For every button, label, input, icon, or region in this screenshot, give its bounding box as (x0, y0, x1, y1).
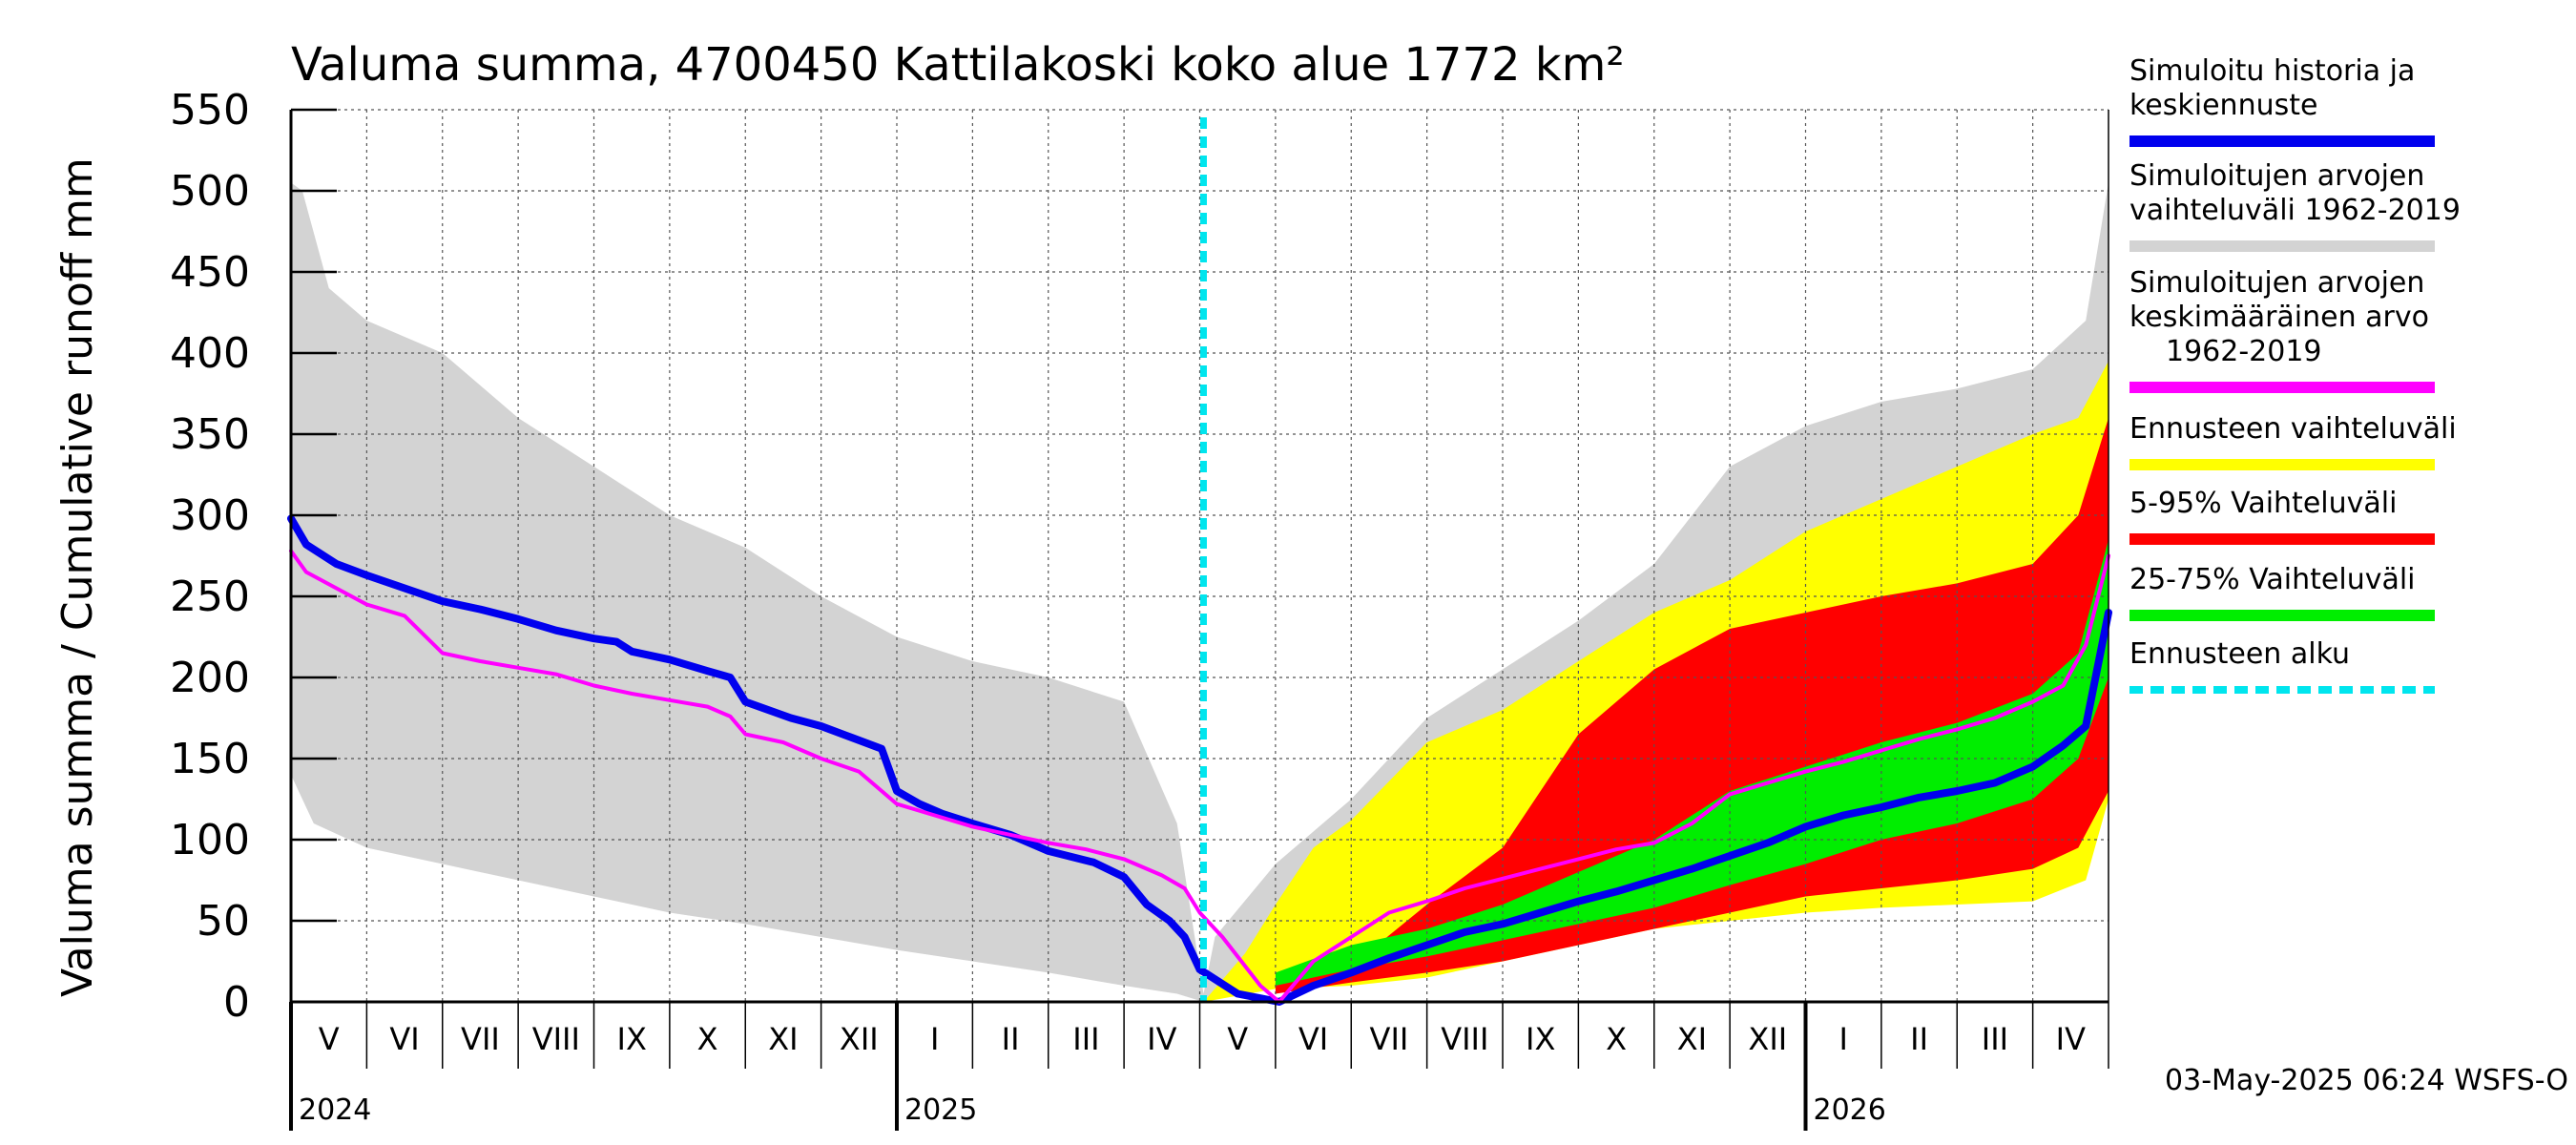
band-2 (1275, 418, 2109, 994)
month-label: VIII (1441, 1021, 1488, 1057)
y-tick-label: 200 (170, 654, 250, 702)
y-tick-label: 100 (170, 816, 250, 864)
month-label: VII (461, 1021, 500, 1057)
month-label: III (1982, 1021, 2008, 1057)
y-tick-label: 350 (170, 410, 250, 459)
y-tick-label: 150 (170, 735, 250, 783)
month-label: II (1910, 1021, 1928, 1057)
y-axis-label: Valuma summa / Cumulative runoff mm (53, 157, 102, 997)
line-1 (289, 549, 2110, 1004)
y-tick-label: 550 (170, 86, 250, 135)
month-label: VI (1298, 1021, 1328, 1057)
month-label: XII (840, 1021, 879, 1057)
year-label: 2025 (904, 1093, 977, 1127)
month-label: IV (2056, 1021, 2086, 1057)
legend-label: Simuloitujen arvojen (2129, 159, 2424, 193)
legend-label: Simuloitu historia ja (2129, 54, 2415, 88)
month-label: XI (768, 1021, 798, 1057)
grid-lines (291, 109, 2109, 1002)
month-label: II (1002, 1021, 1020, 1057)
x-axis-months: V VI VII VIII IX X XI XII I II III IV V VI VII VIII IX X X… (289, 1002, 2109, 1131)
month-label: IX (617, 1021, 647, 1057)
series-lines (287, 117, 2112, 1006)
legend-label: vaihteluväli 1962-2019 (2129, 194, 2461, 227)
month-label: XI (1677, 1021, 1707, 1057)
y-tick-label: 300 (170, 491, 250, 540)
timestamp-label: 03-May-2025 06:24 WSFS-O (2165, 1064, 2568, 1097)
legend-label: keskiennuste (2129, 89, 2317, 122)
legend-label: keskimääräinen arvo (2129, 301, 2429, 334)
month-label: I (930, 1021, 939, 1057)
month-label: X (1606, 1021, 1627, 1057)
line-0 (287, 514, 2112, 1006)
y-tick-label: 400 (170, 329, 250, 378)
year-label: 2026 (1814, 1093, 1886, 1127)
month-label: III (1072, 1021, 1099, 1057)
month-label: V (319, 1021, 340, 1057)
y-tick-labels: 0 50 100 150 200 250 300 350 400 450 500 550 (170, 86, 250, 1027)
month-label: IX (1526, 1021, 1555, 1057)
range-bands (291, 182, 2109, 1002)
y-tick-label: 500 (170, 167, 250, 216)
legend-label: 5-95% Vaihteluväli (2129, 487, 2397, 520)
year-label: 2024 (299, 1093, 371, 1127)
y-tick-label: 250 (170, 572, 250, 621)
month-label: IV (1147, 1021, 1176, 1057)
legend-label: Simuloitujen arvojen (2129, 266, 2424, 300)
month-label: I (1839, 1021, 1847, 1057)
month-label: V (1227, 1021, 1248, 1057)
y-tick-label: 0 (223, 978, 250, 1027)
month-label: X (697, 1021, 718, 1057)
legend-label: Ennusteen vaihteluväli (2129, 412, 2457, 446)
chart-title: Valuma summa, 4700450 Kattilakoski koko … (291, 38, 1625, 92)
legend-label: 25-75% Vaihteluväli (2129, 563, 2416, 596)
month-label: VI (389, 1021, 419, 1057)
legend-label: 1962-2019 (2166, 335, 2322, 368)
month-label: VII (1370, 1021, 1409, 1057)
band-3 (1275, 539, 2109, 986)
legend-label: Ennusteen alku (2129, 637, 2350, 671)
month-label: VIII (532, 1021, 580, 1057)
y-tick-label: 450 (170, 248, 250, 297)
y-tick-label: 50 (197, 897, 250, 946)
month-label: XII (1748, 1021, 1787, 1057)
